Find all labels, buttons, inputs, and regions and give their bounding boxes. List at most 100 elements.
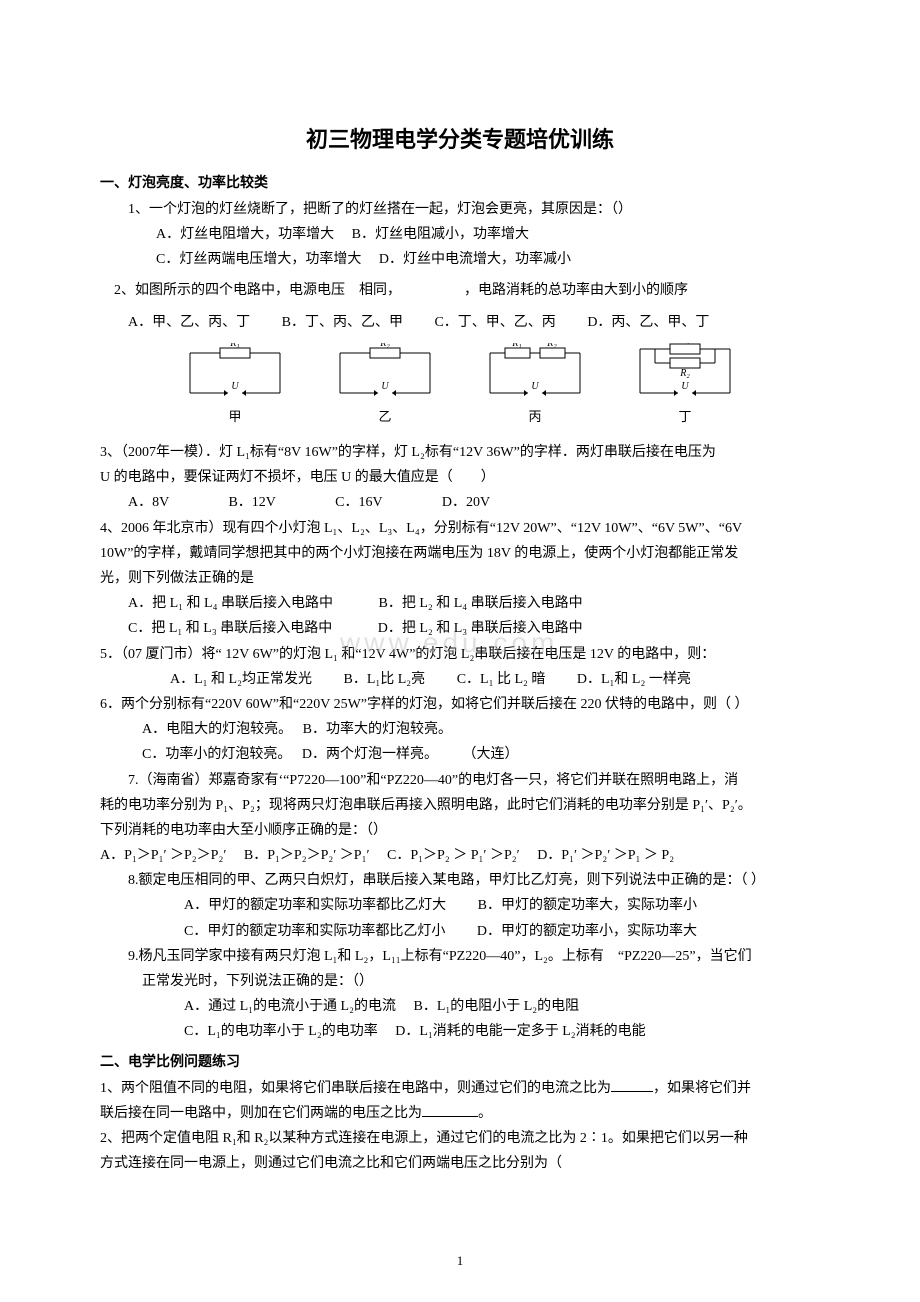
q2-optC: C．丁、甲、乙、丙 — [434, 315, 555, 330]
q6-options-row2: C．功率小的灯泡较亮。 D．两个灯泡一样亮。 （大连） — [100, 742, 820, 767]
s2q1-a: 1、两个阻值不同的电阻，如果将它们串联后接在电路中，则通过它们的电流之比为 — [100, 1081, 611, 1096]
circuit-ding: R₁ R₂ U 丁 — [630, 343, 740, 428]
s2q1-c: 联后接在同一电路中，则加在它们两端的电压之比为 — [100, 1106, 422, 1121]
q3-optD: D．20V — [442, 495, 490, 510]
q2-stem-a: 2、如图所示的四个电路中，电源电压 相同， — [114, 283, 401, 298]
q5-optA: A．L₁ 和 L₂均正常发光 — [170, 672, 312, 687]
q9-options-row1: A．通过 L₁的电流小于通 L₂的电流 B．L₁的电阻小于 L₂的电阻 — [100, 994, 820, 1019]
section1-heading: 一、灯泡亮度、功率比较类 — [100, 170, 820, 195]
s2q1: 1、两个阻值不同的电阻，如果将它们串联后接在电路中，则通过它们的电流之比为 ，如果… — [100, 1076, 820, 1101]
q6-optD: D．两个灯泡一样亮。 — [302, 747, 431, 762]
s2q2-line2: 方式连接在同一电源上，则通过它们电流之比和它们两端电压之比分别为（ — [100, 1151, 820, 1176]
q5-optB: B．L₁比 L₂亮 — [343, 672, 425, 687]
q6-optB: B．功率大的灯泡较亮。 — [303, 722, 452, 737]
q4-line2: 10W”的字样，戴靖同学想把其中的两个小灯泡接在两端电压为 18V 的电源上，使… — [100, 541, 820, 566]
q7-line1: 7.（海南省）郑嘉奇家有‘“P7220—100”和“PZ220—40”的电灯各一… — [100, 768, 820, 793]
svg-text:R₂: R₂ — [679, 368, 690, 379]
q4-options-row2: C．把 L₁ 和 L₃ 串联后接入电路中 D．把 L₂ 和 L₃ 串联后接入电路… — [100, 616, 820, 641]
q7-optB: B．P₁＞P₂＞P₂′ ＞P₁′ — [244, 848, 370, 863]
q4-optC: C．把 L₁ 和 L₃ 串联后接入电路中 — [128, 621, 332, 636]
q4-line1: 4、2006 年北京市）现有四个小灯泡 L₁、L₂、L₃、L₄，分别标有“12V… — [100, 516, 820, 541]
q3-optB: B．12V — [228, 495, 275, 510]
q5-options: A．L₁ 和 L₂均正常发光 B．L₁比 L₂亮 C．L₁ 比 L₂ 暗 D．L… — [100, 667, 820, 692]
q7-line2: 耗的电功率分别为 P₁、P₂；现将两只灯泡串联后再接入照明电路，此时它们消耗的电… — [100, 793, 820, 818]
q9-options-row2: C．L₁的电功率小于 L₂的电功率 D．L₁消耗的电能一定多于 L₂消耗的电能 — [100, 1019, 820, 1044]
q3-optC: C．16V — [335, 495, 382, 510]
q4-options-row1: A．把 L₁ 和 L₄ 串联后接入电路中 B．把 L₂ 和 L₄ 串联后接入电路… — [100, 591, 820, 616]
q6-tail: （大连） — [462, 747, 518, 762]
q4-optB: B．把 L₂ 和 L₄ 串联后接入电路中 — [378, 596, 582, 611]
q8-optD: D．甲灯的额定功率小，实际功率大 — [477, 924, 697, 939]
q9-optD: D．L₁消耗的电能一定多于 L₂消耗的电能 — [395, 1024, 645, 1039]
q9-optB: B．L₁的电阻小于 L₂的电阻 — [413, 999, 579, 1014]
section2-heading: 二、电学比例问题练习 — [100, 1049, 820, 1074]
q7-optC: C．P₁＞P₂ ＞ P₁′ ＞P₂′ — [387, 848, 520, 863]
svg-text:U: U — [531, 381, 539, 392]
q3-options: A．8V B．12V C．16V D．20V — [100, 490, 820, 515]
q2-optD: D．丙、乙、甲、丁 — [587, 315, 709, 330]
r1-label: R₁ — [229, 343, 240, 349]
q4-optD: D．把 L₂ 和 L₃ 串联后接入电路中 — [378, 621, 583, 636]
doc-title: 初三物理电学分类专题培优训练 — [100, 120, 820, 160]
s2q1-d: 。 — [478, 1106, 492, 1121]
q3-optA: A．8V — [128, 495, 169, 510]
q1-optC: C．灯丝两端电压增大，功率增大 — [156, 252, 361, 267]
page-number: 1 — [0, 1249, 920, 1272]
q6-options-row1: A．电阻大的灯泡较亮。 B．功率大的灯泡较亮。 — [100, 717, 820, 742]
q1-optA: A．灯丝电阻增大，功率增大 — [156, 227, 334, 242]
q2-stem-b: ，电路消耗的总功率由大到小的顺序 — [464, 283, 688, 298]
q9-line2: 正常发光时，下列说法正确的是：（） — [100, 969, 820, 994]
q9-optC: C．L₁的电功率小于 L₂的电功率 — [184, 1024, 378, 1039]
q8-options-row2: C．甲灯的额定功率和实际功率都比乙灯小 D．甲灯的额定功率小，实际功率大 — [100, 919, 820, 944]
q7-line3: 下列消耗的电功率由大至小顺序正确的是：（） — [100, 818, 820, 843]
q8-optB: B．甲灯的额定功率大，实际功率小 — [478, 898, 697, 913]
s2q1-b: ，如果将它们并 — [653, 1081, 751, 1096]
q3-line1: 3、（2007年一模）．灯 L₁标有“8V 16W”的字样，灯 L₂标有“12V… — [100, 440, 820, 465]
circuit-yi: R₂ U 乙 — [330, 343, 440, 428]
q2-stem: 2、如图所示的四个电路中，电源电压 相同， ，电路消耗的总功率由大到小的顺序 — [100, 278, 820, 303]
svg-text:R₁: R₁ — [511, 343, 522, 349]
q9-optA: A．通过 L₁的电流小于通 L₂的电流 — [184, 999, 396, 1014]
q6-stem: 6．两个分别标有“220V 60W”和“220V 25W”字样的灯泡，如将它们并… — [100, 692, 820, 717]
q8-options-row1: A．甲灯的额定功率和实际功率都比乙灯大 B．甲灯的额定功率大，实际功率小 — [100, 893, 820, 918]
s2q2-line1: 2、把两个定值电阻 R₁和 R₂以某种方式连接在电源上，通过它们的电流之比为 2… — [100, 1126, 820, 1151]
circuit-label-jia: 甲 — [228, 405, 241, 428]
q2-optB: B．丁、丙、乙、甲 — [282, 315, 403, 330]
q2-options: A．甲、乙、丙、丁 B．丁、丙、乙、甲 C．丁、甲、乙、丙 D．丙、乙、甲、丁 — [100, 310, 820, 335]
q1-options-row2: C．灯丝两端电压增大，功率增大 D．灯丝中电流增大，功率减小 — [100, 247, 820, 272]
q1-options-row1: A．灯丝电阻增大，功率增大 B．灯丝电阻减小，功率增大 — [100, 222, 820, 247]
circuit-label-ding: 丁 — [678, 405, 691, 428]
q5-stem: 5．（07 厦门市）将“ 12V 6W”的灯泡 L₁ 和“12V 4W”的灯泡 … — [100, 642, 820, 667]
q8-stem: 8.额定电压相同的甲、乙两只白炽灯，串联后接入某电路，甲灯比乙灯亮，则下列说法中… — [100, 868, 820, 893]
svg-text:U: U — [381, 381, 389, 392]
q8-optA: A．甲灯的额定功率和实际功率都比乙灯大 — [184, 898, 446, 913]
q1-stem: 1、一个灯泡的灯丝烧断了，把断了的灯丝搭在一起，灯泡会更亮，其原因是：（） — [100, 197, 820, 222]
q1-optB: B．灯丝电阻减小，功率增大 — [352, 227, 529, 242]
q4-optA: A．把 L₁ 和 L₄ 串联后接入电路中 — [128, 596, 333, 611]
s2q1-cont: 联后接在同一电路中，则加在它们两端的电压之比为 。 — [100, 1101, 820, 1126]
svg-text:U: U — [231, 381, 239, 392]
q6-optC: C．功率小的灯泡较亮。 — [142, 747, 284, 762]
q7-options: A．P₁＞P₁′ ＞P₂＞P₂′ B．P₁＞P₂＞P₂′ ＞P₁′ C．P₁＞P… — [100, 843, 820, 868]
q4-line3: 光，则下列做法正确的是 — [100, 566, 820, 591]
q7-optD: D．P₁′ ＞P₂′ ＞P₁ ＞ P₂ — [537, 848, 674, 863]
q8-optC: C．甲灯的额定功率和实际功率都比乙灯小 — [184, 924, 445, 939]
q5-optC: C．L₁ 比 L₂ 暗 — [457, 672, 546, 687]
q1-optD: D．灯丝中电流增大，功率减小 — [379, 252, 571, 267]
q6-optA: A．电阻大的灯泡较亮。 — [142, 722, 285, 737]
q2-optA: A．甲、乙、丙、丁 — [128, 315, 250, 330]
circuit-row: R₁ U 甲 R₂ — [100, 343, 820, 428]
circuit-jia: R₁ U 甲 — [180, 343, 290, 428]
q5-optD: D．L₁和 L₂ 一样亮 — [577, 672, 691, 687]
circuit-label-bing: 丙 — [528, 405, 541, 428]
circuit-label-yi: 乙 — [378, 405, 391, 428]
svg-text:U: U — [681, 381, 689, 392]
svg-text:R₂: R₂ — [546, 343, 557, 349]
svg-text:R₁: R₁ — [679, 343, 690, 345]
svg-text:R₂: R₂ — [379, 343, 390, 349]
q7-optA: A．P₁＞P₁′ ＞P₂＞P₂′ — [100, 848, 226, 863]
q9-line1: 9.杨凡玉同学家中接有两只灯泡 L₁和 L₂，L₁₁上标有“PZ220—40”，… — [100, 944, 820, 969]
page: www.edu.com 初三物理电学分类专题培优训练 一、灯泡亮度、功率比较类 … — [0, 0, 920, 1302]
circuit-bing: R₁ R₂ U 丙 — [480, 343, 590, 428]
q3-line2: U 的电路中，要保证两灯不损坏，电压 U 的最大值应是（ ） — [100, 465, 820, 490]
